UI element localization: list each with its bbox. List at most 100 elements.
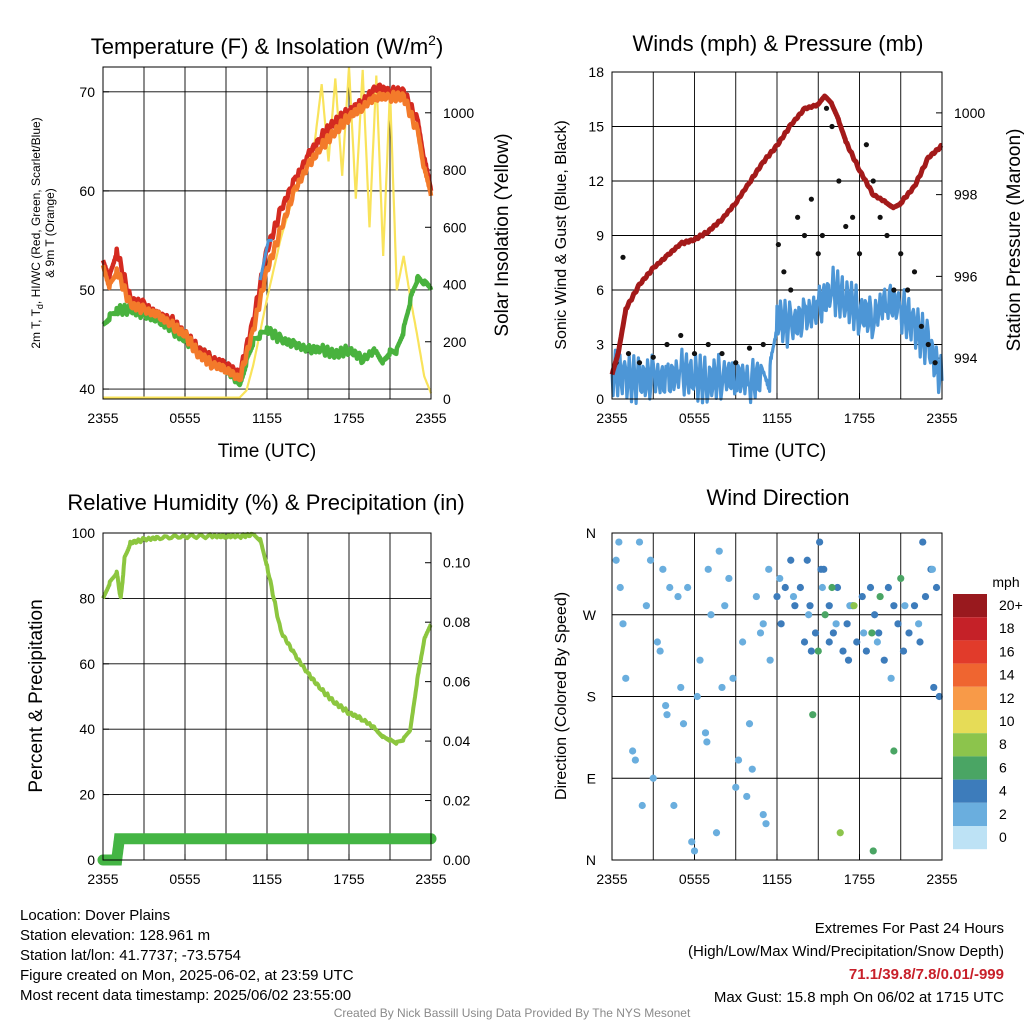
- direction-point: [828, 583, 836, 592]
- direction-point: [890, 747, 898, 755]
- direction-point: [807, 647, 815, 655]
- direction-point: [745, 720, 754, 728]
- direction-ylabel: Direction (Colored By Speed): [553, 592, 570, 800]
- direction-point: [649, 774, 657, 782]
- direction-point: [659, 565, 667, 573]
- humidity-xtick-label: 1755: [333, 871, 364, 887]
- direction-xtick-label: 0555: [679, 871, 710, 887]
- direction-point: [656, 647, 664, 655]
- direction-point: [712, 829, 721, 837]
- direction-point: [766, 656, 774, 664]
- humidity-frame: [102, 532, 432, 861]
- direction-point: [818, 583, 826, 592]
- direction-title: Wind Direction: [706, 485, 849, 510]
- gust-point: [925, 341, 931, 348]
- legend-label: 8: [999, 736, 1007, 752]
- max-gust-text: Max Gust: 15.8 mph On 06/02 at 1715 UTC: [713, 989, 1004, 1006]
- gust-point: [625, 350, 632, 357]
- direction-point: [817, 565, 825, 573]
- winds-ytick-label: 12: [588, 173, 604, 189]
- direction-point: [631, 756, 639, 764]
- winds-xtick-label: 0555: [679, 410, 710, 426]
- legend-swatch: [953, 802, 987, 826]
- direction-xtick-label: 1755: [844, 871, 875, 887]
- direction-point: [642, 602, 650, 610]
- temperature-line-green: [101, 273, 434, 388]
- winds-xlabel: Time (UTC): [728, 441, 827, 462]
- direction-point: [752, 592, 760, 601]
- direction-point: [899, 647, 908, 655]
- winds-y2tick-label: 998: [954, 187, 978, 203]
- direction-point: [762, 820, 770, 828]
- direction-point: [860, 629, 868, 637]
- direction-point: [765, 565, 773, 573]
- winds-y2tick-label: 996: [954, 268, 978, 284]
- direction-ytick-label: S: [587, 689, 596, 705]
- direction-point: [759, 620, 767, 628]
- direction-point: [916, 638, 924, 646]
- direction-point: [729, 674, 737, 682]
- direction-point: [715, 547, 723, 555]
- direction-point: [653, 638, 661, 646]
- direction-point: [743, 792, 751, 801]
- direction-point: [674, 592, 682, 601]
- legend-swatch: [953, 640, 987, 664]
- temperature-y2tick-label: 1000: [443, 105, 474, 121]
- direction-point: [858, 592, 866, 601]
- legend-swatch: [953, 826, 987, 850]
- direction-point: [688, 838, 696, 846]
- temperature-ytick-label: 50: [79, 282, 95, 298]
- direction-point: [843, 620, 851, 628]
- direction-point: [839, 647, 847, 655]
- winds-xtick-label: 2355: [596, 410, 627, 426]
- temperature-ylabel-line2: & 9m T (Orange): [43, 188, 57, 278]
- gust-point: [911, 269, 918, 275]
- legend-swatch: [953, 686, 987, 710]
- direction-point: [739, 638, 747, 646]
- temperature-y2tick-label: 0: [443, 391, 451, 407]
- direction-point: [868, 629, 876, 637]
- gust-point: [884, 232, 890, 239]
- direction-point: [662, 701, 670, 710]
- direction-point: [787, 556, 795, 564]
- direction-ytick-label: E: [587, 770, 596, 786]
- winds-ytick-label: 3: [596, 337, 604, 353]
- direction-point: [690, 847, 699, 855]
- humidity-title: Relative Humidity (%) & Precipitation (i…: [67, 490, 464, 515]
- gust-point: [829, 123, 835, 130]
- winds-xtick-label: 1155: [762, 410, 792, 426]
- legend-label: 10: [999, 713, 1015, 729]
- legend-swatch: [953, 617, 987, 641]
- temperature-ytick-label: 40: [79, 381, 95, 397]
- direction-point: [832, 620, 840, 628]
- gust-point: [781, 269, 787, 275]
- direction-point: [679, 720, 688, 728]
- legend-label: 4: [999, 783, 1007, 799]
- gust-point: [877, 214, 883, 220]
- humidity-ytick-label: 80: [79, 590, 95, 606]
- direction-point: [825, 638, 833, 646]
- direction-point: [894, 620, 902, 628]
- gust-point: [691, 350, 698, 357]
- recent-data-text: Most recent data timestamp: 2025/06/02 2…: [20, 987, 352, 1004]
- winds-ytick-label: 15: [588, 119, 604, 135]
- direction-point: [759, 810, 767, 819]
- direction-point: [718, 683, 726, 692]
- credit-text: Created By Nick Bassill Using Data Provi…: [333, 1006, 691, 1020]
- temperature-xtick-label: 1155: [252, 410, 282, 426]
- direction-point: [663, 711, 671, 719]
- gust-point: [856, 251, 863, 257]
- gust-point: [918, 323, 924, 329]
- direction-point: [825, 602, 833, 610]
- direction-point: [844, 656, 853, 664]
- direction-point: [773, 592, 781, 601]
- direction-point: [789, 592, 798, 601]
- direction-point: [696, 656, 704, 664]
- direction-point: [748, 765, 756, 773]
- gust-point: [905, 287, 911, 293]
- direction-point: [701, 729, 710, 737]
- direction-ytick-label: N: [586, 852, 596, 868]
- humidity-ytick-label: 100: [72, 525, 96, 541]
- direction-point: [833, 583, 842, 592]
- temperature-frame: [102, 66, 432, 400]
